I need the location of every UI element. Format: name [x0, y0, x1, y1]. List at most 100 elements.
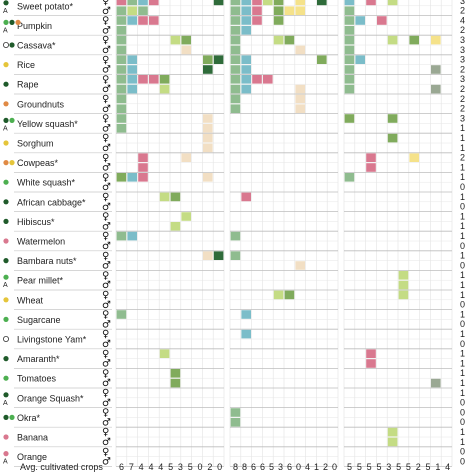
dark-dot-marker [3, 258, 9, 264]
row-count: 1 [460, 378, 465, 388]
heatmap-cell [138, 75, 148, 84]
orange-dot-marker [15, 19, 21, 25]
heatmap-cell [344, 0, 355, 6]
cross-marker: A [3, 400, 8, 407]
heatmap-cell [344, 75, 355, 84]
heatmap-cell [138, 153, 148, 162]
open-dot-marker [3, 42, 9, 49]
row-count: 1 [460, 231, 465, 241]
row-count: 0 [460, 447, 465, 457]
male-symbol: ♂ [102, 182, 111, 193]
avg-value: 0 [332, 462, 337, 472]
avg-value: 6 [287, 462, 292, 472]
avg-value: 3 [178, 462, 183, 472]
green-dot-marker [9, 117, 15, 123]
heatmap-cell [203, 251, 213, 260]
heatmap-cell [295, 45, 305, 55]
heatmap-cell [116, 310, 127, 319]
footer-title: Avg. cultivated crops [20, 462, 103, 472]
pink-dot-marker [3, 451, 9, 457]
row-count: 0 [460, 417, 465, 427]
heatmap-cell [127, 84, 137, 94]
heatmap-cell [344, 6, 355, 16]
heatmap-cell [230, 231, 241, 241]
orange-dot-marker [3, 160, 9, 166]
avg-value: 4 [148, 462, 153, 472]
heatmap-cell [398, 280, 409, 290]
crop-label: Orange [17, 452, 47, 462]
heatmap-cell [230, 418, 241, 427]
heatmap-cell [295, 261, 305, 270]
male-symbol: ♂ [102, 163, 111, 174]
heatmap-cell [387, 114, 398, 123]
row-count: 3 [460, 113, 465, 123]
row-count: 0 [460, 202, 465, 212]
heatmap-cell [149, 75, 159, 84]
male-symbol: ♂ [102, 25, 111, 36]
heatmap-cell [344, 173, 355, 182]
crop-label: Livingstone Yam* [17, 335, 87, 345]
row-count: 1 [460, 251, 465, 261]
female-symbol: ♀ [102, 35, 109, 46]
heatmap-cell [203, 133, 213, 143]
female-symbol: ♀ [102, 74, 109, 85]
dark-dot-marker [3, 356, 9, 362]
heatmap-cell [230, 26, 241, 35]
male-symbol: ♂ [102, 221, 111, 232]
grid-layer [14, 0, 453, 467]
heatmap-cell [252, 6, 262, 16]
crop-label: Wheat [17, 295, 44, 305]
row-count: 2 [460, 94, 465, 104]
crop-label: Sweet potato* [17, 1, 74, 11]
female-symbol: ♀ [102, 212, 109, 223]
crop-label: Watermelon [17, 237, 65, 247]
heatmap-cell [355, 55, 365, 64]
male-symbol: ♂ [102, 417, 111, 428]
crop-label: Yellow squash* [17, 119, 78, 129]
crop-label: Rice [17, 60, 35, 70]
dark-dot-marker [3, 218, 9, 224]
heatmap-cell [116, 104, 127, 113]
female-symbol: ♀ [102, 55, 109, 66]
heatmap-cell [398, 290, 409, 300]
crop-label: Groundnuts [17, 99, 65, 109]
heatmap-cell [273, 6, 284, 16]
heatmap-cell [138, 0, 148, 6]
avg-value: 4 [158, 462, 163, 472]
heatmap-cell [213, 0, 224, 6]
row-count: 3 [460, 55, 465, 65]
crop-label: Sorghum [17, 139, 54, 149]
heatmap-cell [295, 6, 305, 16]
heatmap-cell [116, 84, 127, 94]
row-count: 1 [460, 133, 465, 143]
heatmap-cell [116, 65, 127, 74]
heatmap-cell [149, 0, 159, 6]
green-dot-marker [3, 375, 9, 381]
male-symbol: ♂ [102, 359, 111, 370]
crop-label: Okra* [17, 413, 41, 423]
female-symbol: ♀ [102, 427, 109, 438]
heatmap-cell [252, 0, 262, 6]
row-count: 1 [460, 143, 465, 153]
heatmap-cell [127, 75, 137, 84]
crop-label: Orange Squash* [17, 393, 84, 403]
heatmap-cell [317, 55, 327, 64]
yellow-dot-marker [3, 297, 9, 303]
dark-dot-marker [3, 414, 9, 420]
male-symbol: ♂ [102, 65, 111, 76]
heatmap-cell [366, 153, 376, 162]
heatmap-cell [241, 192, 251, 202]
open-dot-marker [3, 335, 9, 342]
male-symbol: ♂ [102, 378, 111, 389]
row-count: 0 [460, 260, 465, 270]
male-symbol: ♂ [102, 104, 111, 115]
heatmap-cell [387, 437, 398, 447]
dark-dot-marker [3, 117, 9, 123]
heatmap-cell [241, 26, 251, 35]
row-count: 1 [460, 290, 465, 300]
heatmap-cell [127, 16, 137, 25]
yellow-dot-marker [3, 140, 9, 146]
row-count: 0 [460, 398, 465, 408]
